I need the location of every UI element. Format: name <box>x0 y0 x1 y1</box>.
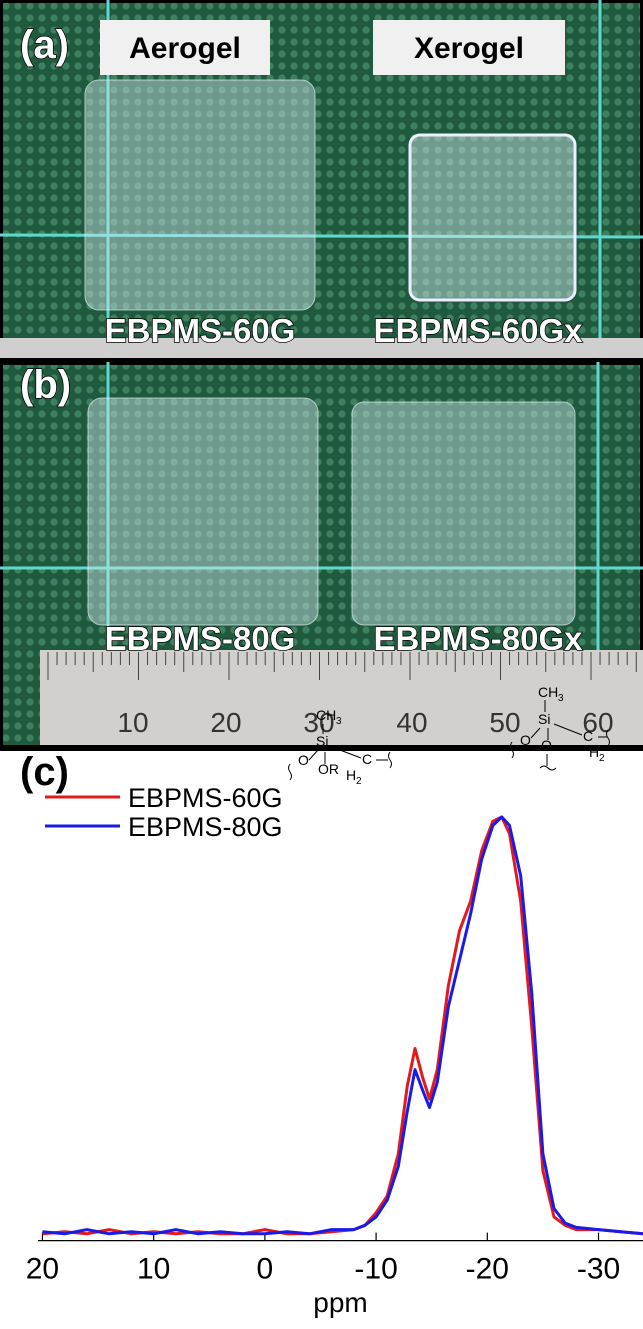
x-tick-label: -10 <box>354 1253 397 1286</box>
x-tick-label: -20 <box>466 1253 509 1286</box>
x-axis-title: ppm <box>313 1287 367 1318</box>
atom: H <box>346 767 356 783</box>
atom: CH <box>538 684 558 700</box>
tag: Xerogel <box>414 32 524 65</box>
atom: H <box>589 744 599 760</box>
atom: O <box>298 752 309 768</box>
atom: C <box>583 728 593 744</box>
atom: 2 <box>356 776 362 787</box>
structure: CH 3 Si O OR C H 2 <box>288 707 392 787</box>
legend-label: EBPMS-80G <box>128 812 283 842</box>
series-line <box>42 815 643 1236</box>
sample-label: EBPMS-60Gx <box>373 312 583 349</box>
photo-a: (a) Aerogel Xerogel EBPMS-60G EBPMS-60Gx <box>0 0 643 363</box>
atom: CH <box>316 707 336 723</box>
ruler-number: 20 <box>210 707 241 738</box>
ruler-number: 50 <box>489 707 520 738</box>
panel-label: (b) <box>20 363 71 407</box>
series-line <box>42 815 643 1236</box>
photo-b: 10 20 30 40 50 60 (b) EBPMS-80G EBPMS-80Gx <box>0 359 643 751</box>
x-tick-label: -30 <box>577 1253 620 1286</box>
x-tick-label: 20 <box>26 1253 59 1286</box>
ruler-number: 10 <box>117 707 148 738</box>
panel-label: (c) <box>20 750 69 794</box>
x-tick-label: 0 <box>257 1253 274 1286</box>
structure: CH 3 Si O O C H 2 <box>510 684 610 771</box>
atom: Si <box>316 733 328 749</box>
panel-label: (a) <box>20 23 69 67</box>
ruler-number: 60 <box>582 707 613 738</box>
sample-label: EBPMS-60G <box>105 312 296 349</box>
tag: Aerogel <box>129 32 241 65</box>
atom: C <box>362 751 372 767</box>
sample-label: EBPMS-80Gx <box>373 620 583 657</box>
atom: OR <box>318 761 339 777</box>
atom: O <box>520 732 531 748</box>
atom: 2 <box>599 753 605 764</box>
ruler-number: 30 <box>303 707 334 738</box>
legend-label: EBPMS-60G <box>128 783 283 813</box>
ruler-number: 40 <box>396 707 427 738</box>
atom: 3 <box>336 716 342 727</box>
atom: O <box>541 737 552 753</box>
atom: 3 <box>558 693 564 704</box>
sample-label: EBPMS-80G <box>105 620 296 657</box>
x-tick-label: 10 <box>137 1253 170 1286</box>
atom: Si <box>538 711 550 727</box>
